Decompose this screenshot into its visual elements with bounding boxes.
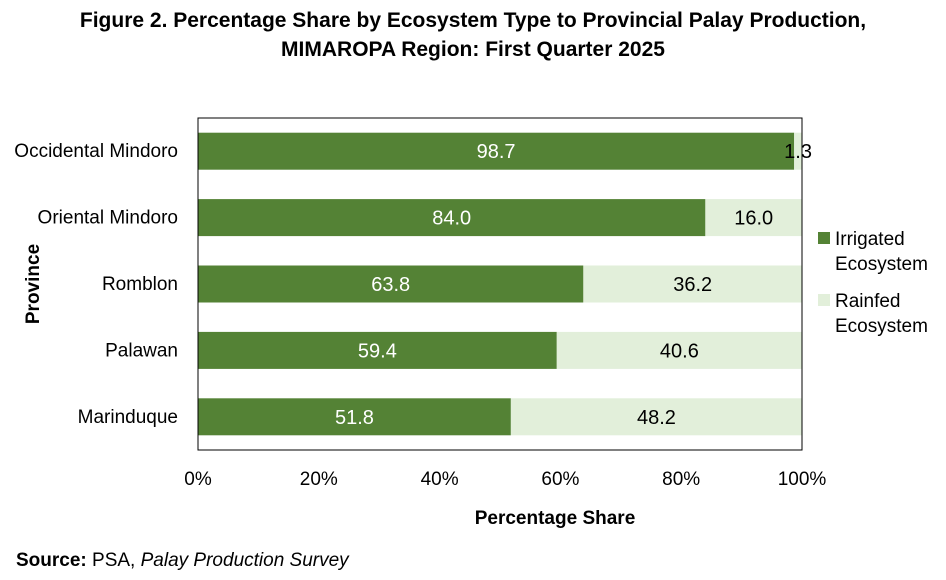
data-label-irrigated-3: 63.8 <box>371 274 410 296</box>
chart-title-line-1: Figure 2. Percentage Share by Ecosystem … <box>79 9 867 32</box>
bar-rainfed-2 <box>705 199 802 237</box>
y-axis-title: Province <box>23 244 44 324</box>
source-survey: Palay Production Survey <box>140 550 349 571</box>
bars-layer <box>198 132 802 436</box>
x-tick-label-4: 60% <box>541 469 579 490</box>
bar-rainfed-3 <box>583 265 802 303</box>
legend-label-irrigated-line-2: Ecosystem <box>835 254 928 275</box>
category-label-1: Occidental Mindoro <box>14 141 178 162</box>
bar-rainfed-1 <box>794 132 802 170</box>
legend-swatch-rainfed <box>818 294 830 306</box>
legend-label-irrigated-line-1: Irrigated <box>835 229 905 250</box>
data-label-rainfed-1: 1.3 <box>784 141 812 163</box>
bar-irrigated-3 <box>198 265 584 303</box>
bar-irrigated-5 <box>198 398 511 436</box>
category-label-5: Marinduque <box>78 407 178 428</box>
plot-frame <box>197 117 803 451</box>
legend-label-rainfed-line-2: Ecosystem <box>835 316 928 337</box>
x-axis-title: Percentage Share <box>475 508 636 529</box>
category-label-3: Romblon <box>102 274 178 295</box>
category-label-2: Oriental Mindoro <box>38 208 178 229</box>
bar-labels-layer: 98.7 1.3 84.0 16.0 63.8 36.2 59.4 40.6 51.8 48.2 <box>335 141 812 429</box>
legend: Irrigated Ecosystem Rainfed Ecosystem <box>818 229 928 337</box>
x-ticks-layer: 0% 20% 40% 60% 80% 100% <box>184 469 826 490</box>
bar-irrigated-2 <box>198 199 706 237</box>
x-tick-label-2: 20% <box>300 469 338 490</box>
category-label-4: Palawan <box>105 340 178 361</box>
source-org: PSA, <box>92 550 136 571</box>
category-labels-layer: Occidental Mindoro Oriental Mindoro Romblo… <box>14 141 178 428</box>
legend-label-rainfed-line-1: Rainfed <box>835 291 901 312</box>
x-tick-label-1: 0% <box>184 469 212 490</box>
legend-swatch-irrigated <box>818 232 830 244</box>
chart-title: Figure 2. Percentage Share by Ecosystem … <box>0 6 946 64</box>
bar-rainfed-5 <box>510 398 802 436</box>
data-label-irrigated-1: 98.7 <box>477 141 516 163</box>
data-label-rainfed-2: 16.0 <box>734 208 773 230</box>
chart-title-line-2: MIMAROPA Region: First Quarter 2025 <box>281 38 665 61</box>
source-label: Source: <box>16 550 87 571</box>
bar-rainfed-4 <box>556 331 802 369</box>
data-label-rainfed-5: 48.2 <box>637 407 676 429</box>
data-label-irrigated-2: 84.0 <box>432 208 471 230</box>
x-tick-label-3: 40% <box>421 469 459 490</box>
bar-irrigated-1 <box>198 132 795 170</box>
stacked-bar-chart: 98.7 1.384.0 16.063.8 36.259.4 40.651.8 48.2 … <box>14 117 928 529</box>
bar-irrigated-4 <box>198 331 557 369</box>
data-label-irrigated-5: 51.8 <box>335 407 374 429</box>
x-tick-label-5: 80% <box>662 469 700 490</box>
source-note: Source: PSA, Palay Production Survey <box>16 550 349 572</box>
data-label-irrigated-4: 59.4 <box>358 340 397 362</box>
data-label-rainfed-3: 36.2 <box>673 274 712 296</box>
x-tick-label-6: 100% <box>778 469 827 490</box>
data-label-rainfed-4: 40.6 <box>660 340 699 362</box>
